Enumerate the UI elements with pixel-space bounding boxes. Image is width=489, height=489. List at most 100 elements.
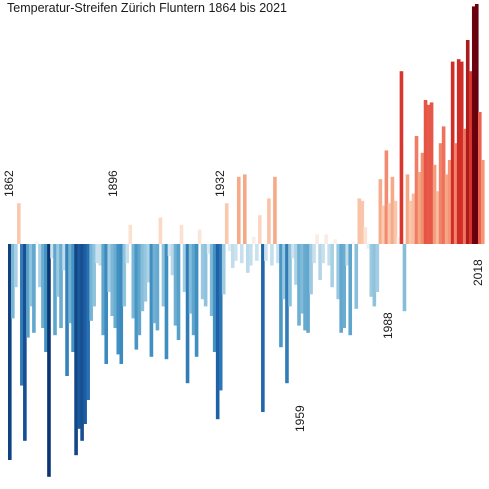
temperature-bar: [354, 244, 359, 309]
temperature-bar: [372, 244, 377, 307]
temperature-bar: [122, 244, 127, 307]
temperature-bar: [441, 126, 446, 244]
temperature-bar: [276, 244, 280, 264]
temperature-bar: [74, 244, 78, 456]
temperature-bar: [315, 234, 319, 244]
temperature-bar: [327, 244, 331, 266]
temperature-bar: [324, 234, 328, 244]
temperature-bar: [227, 244, 232, 252]
temperature-bar: [11, 244, 15, 319]
temperature-bar: [267, 198, 271, 244]
temperature-bar: [357, 198, 362, 244]
temperature-bar: [399, 71, 404, 244]
temperature-bar: [360, 200, 365, 244]
temperature-bar: [444, 174, 449, 244]
bars-group: [8, 4, 485, 477]
temperature-bar: [104, 244, 109, 364]
temperature-bar: [294, 244, 298, 285]
temperature-bar: [200, 244, 205, 300]
temperature-bar: [179, 224, 184, 244]
temperature-bar: [38, 244, 42, 288]
temperature-bar: [191, 244, 196, 336]
temperature-bar: [252, 236, 256, 244]
temperature-bar: [137, 244, 142, 336]
temperature-bar: [173, 244, 178, 326]
temperature-bar: [447, 160, 452, 244]
temperature-bar: [14, 244, 18, 288]
temperature-bar: [300, 244, 304, 314]
temperature-bar: [194, 244, 199, 357]
temperature-bar: [339, 244, 343, 333]
temperature-bar: [453, 143, 458, 244]
temperature-bar: [282, 244, 286, 300]
temperature-bar: [378, 179, 383, 244]
temperature-bar: [420, 152, 425, 244]
temperature-bar: [197, 229, 202, 244]
temperature-bar: [429, 102, 434, 245]
temperature-bar: [71, 244, 75, 352]
year-label: 1862: [2, 170, 16, 197]
year-label: 1896: [106, 170, 120, 197]
temperature-bar: [318, 244, 322, 280]
year-label: 1959: [293, 405, 307, 432]
temperature-bar: [423, 100, 428, 244]
temperature-bar: [146, 244, 151, 283]
temperature-bar: [336, 244, 340, 300]
temperature-bar: [83, 244, 87, 424]
temperature-bar: [107, 244, 112, 292]
year-labels-group: 1862 1896 1932 1959 1988 2018: [2, 170, 485, 432]
temperature-bar: [149, 244, 154, 357]
temperature-bar: [8, 244, 12, 460]
temperature-bar: [116, 244, 121, 355]
temperature-bar: [44, 244, 48, 352]
temperature-bar: [167, 244, 172, 256]
temperature-bar: [185, 244, 190, 384]
temperature-bar: [236, 176, 241, 244]
temperature-bar: [348, 244, 353, 336]
temperature-bar: [140, 244, 145, 312]
temperature-bar: [101, 244, 105, 336]
temperature-bar: [203, 244, 208, 307]
temperature-bar: [291, 244, 295, 259]
temperature-bar: [182, 244, 187, 292]
temperature-bar: [312, 244, 316, 264]
temperature-bar: [480, 160, 485, 244]
temperature-bar: [390, 176, 395, 244]
temperature-bar: [333, 239, 337, 244]
temperature-bar: [462, 128, 467, 244]
temperature-bar: [435, 191, 440, 244]
temperature-bar: [32, 244, 36, 333]
temperature-bar: [351, 241, 356, 244]
temperature-bar: [80, 244, 84, 441]
temperature-bar: [330, 244, 334, 288]
temperature-bar: [98, 244, 102, 266]
temperature-bar: [218, 244, 223, 391]
temperature-bar: [279, 244, 283, 348]
year-label: 1932: [213, 170, 227, 197]
temperature-bar: [92, 244, 96, 307]
temperature-bar: [246, 244, 250, 273]
temperature-bar: [375, 244, 380, 292]
temperature-bar: [158, 217, 163, 244]
temperature-bar: [459, 61, 464, 244]
temperature-bar: [143, 244, 148, 302]
temperature-bar: [261, 244, 265, 412]
temperature-bar: [23, 244, 27, 441]
temperature-bar: [56, 244, 60, 297]
temperature-bar: [426, 104, 431, 244]
temperature-bar: [215, 244, 220, 420]
temperature-bar: [432, 164, 437, 244]
temperature-bar: [342, 244, 347, 328]
temperature-bar: [474, 4, 479, 244]
temperature-bar: [86, 244, 90, 400]
temperature-bar: [65, 244, 69, 376]
temperature-bar: [255, 244, 259, 261]
temperature-bar: [396, 236, 401, 244]
temperature-bar: [188, 244, 193, 314]
temperature-bar: [20, 244, 24, 386]
temperature-bar: [402, 244, 407, 312]
temperature-bar: [450, 61, 455, 244]
temperature-bar: [131, 244, 136, 319]
temperature-bar: [477, 112, 482, 244]
year-label: 1988: [381, 312, 395, 339]
